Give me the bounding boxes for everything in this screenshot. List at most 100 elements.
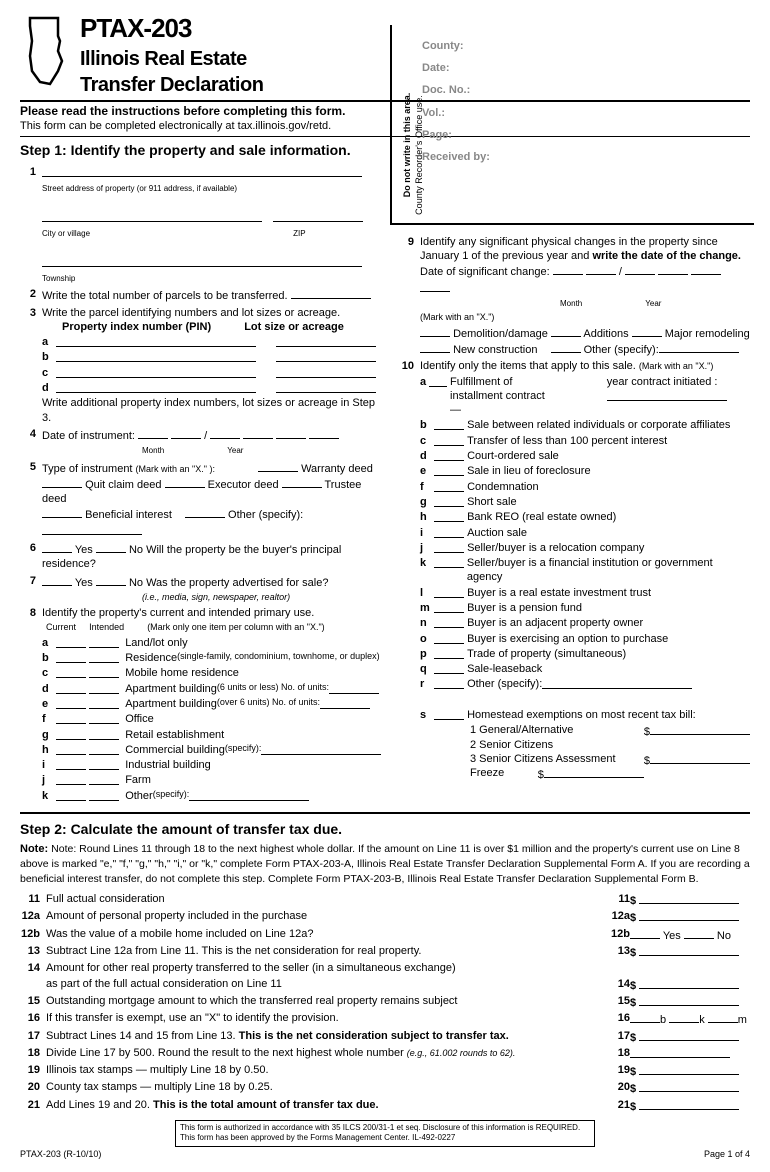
q10-f[interactable]	[434, 480, 464, 492]
q6-yes[interactable]	[42, 541, 72, 553]
q9-add[interactable]	[551, 325, 581, 337]
pin-b[interactable]	[56, 350, 256, 362]
date-y4[interactable]	[309, 427, 339, 439]
pin-d[interactable]	[56, 381, 256, 393]
q10-c[interactable]	[434, 434, 464, 446]
date-m1[interactable]	[138, 427, 168, 439]
q10-l[interactable]	[434, 586, 464, 598]
q8-d-cur[interactable]	[56, 682, 86, 694]
quitclaim-check[interactable]	[42, 476, 82, 488]
q8-b-cur[interactable]	[56, 651, 86, 663]
footer-auth-box: This form is authorized in accordance wi…	[175, 1120, 595, 1147]
q8-f-cur[interactable]	[56, 712, 86, 724]
other-inst-input[interactable]	[42, 523, 142, 535]
q10-h[interactable]	[434, 510, 464, 522]
zip-input[interactable]	[273, 210, 363, 222]
q8-g-int[interactable]	[89, 728, 119, 740]
q8-i-int[interactable]	[89, 758, 119, 770]
q9-newcon[interactable]	[420, 341, 450, 353]
q8-d-int[interactable]	[89, 682, 119, 694]
pin-a[interactable]	[56, 335, 256, 347]
q10-b[interactable]	[434, 418, 464, 430]
q8-e-cur[interactable]	[56, 697, 86, 709]
city-input[interactable]	[42, 210, 262, 222]
form-code: PTAX-203	[80, 12, 263, 46]
calc-15[interactable]	[639, 994, 739, 1006]
q8-j-cur[interactable]	[56, 773, 86, 785]
calc-13[interactable]	[639, 944, 739, 956]
pin-c[interactable]	[56, 366, 256, 378]
q7-yes[interactable]	[42, 574, 72, 586]
q8-a-int[interactable]	[89, 636, 119, 648]
calc-21[interactable]	[639, 1098, 739, 1110]
q8-a-cur[interactable]	[56, 636, 86, 648]
date-y1[interactable]	[210, 427, 240, 439]
q8-f-int[interactable]	[89, 712, 119, 724]
step2-header: Step 2: Calculate the amount of transfer…	[20, 820, 750, 838]
q10-e[interactable]	[434, 464, 464, 476]
q9-demo[interactable]	[420, 325, 450, 337]
calc-14[interactable]	[639, 977, 739, 989]
q10-k[interactable]	[434, 556, 464, 568]
q9-other[interactable]	[551, 341, 581, 353]
township-input[interactable]	[42, 255, 362, 267]
q10-n[interactable]	[434, 616, 464, 628]
illinois-state-icon	[20, 16, 70, 86]
q8-b-int[interactable]	[89, 651, 119, 663]
parcels-input[interactable]	[291, 287, 371, 299]
q8-i-cur[interactable]	[56, 758, 86, 770]
trustee-check[interactable]	[282, 476, 322, 488]
q10-i[interactable]	[434, 526, 464, 538]
recorder-box: Do not write in this area. County Record…	[390, 25, 754, 225]
q9-m[interactable]	[553, 263, 583, 275]
exempt-3[interactable]	[544, 766, 644, 778]
beneficial-check[interactable]	[42, 506, 82, 518]
street-input[interactable]	[42, 165, 362, 177]
calc-12a[interactable]	[639, 909, 739, 921]
calc-11[interactable]	[639, 892, 739, 904]
q9-remodel[interactable]	[632, 325, 662, 337]
q10-q[interactable]	[434, 662, 464, 674]
warranty-check[interactable]	[258, 460, 298, 472]
q7-no[interactable]	[96, 574, 126, 586]
q8-c-int[interactable]	[89, 666, 119, 678]
q10-a[interactable]	[429, 375, 447, 387]
date-y2[interactable]	[243, 427, 273, 439]
calc-18[interactable]	[630, 1046, 730, 1058]
form-title1: Illinois Real Estate	[80, 46, 263, 72]
q10-m[interactable]	[434, 601, 464, 613]
title-block: PTAX-203 Illinois Real Estate Transfer D…	[80, 12, 263, 98]
q10-g[interactable]	[434, 495, 464, 507]
calc-19[interactable]	[639, 1063, 739, 1075]
page-number: Page 1 of 4	[704, 1149, 750, 1161]
q10-s[interactable]	[434, 708, 464, 720]
lot-d[interactable]	[276, 381, 376, 393]
q8-h-cur[interactable]	[56, 743, 86, 755]
q10-d[interactable]	[434, 449, 464, 461]
form-title2: Transfer Declaration	[80, 72, 263, 98]
q10-o[interactable]	[434, 632, 464, 644]
q10-r[interactable]	[434, 677, 464, 689]
other-inst-check[interactable]	[185, 506, 225, 518]
date-y3[interactable]	[276, 427, 306, 439]
q8-g-cur[interactable]	[56, 728, 86, 740]
calc-17[interactable]	[639, 1029, 739, 1041]
lot-a[interactable]	[276, 335, 376, 347]
q8-j-int[interactable]	[89, 773, 119, 785]
q10-p[interactable]	[434, 647, 464, 659]
q8-k-cur[interactable]	[56, 789, 86, 801]
exempt-2[interactable]	[650, 752, 750, 764]
q6-no[interactable]	[96, 541, 126, 553]
q8-e-int[interactable]	[89, 697, 119, 709]
calc-20[interactable]	[639, 1080, 739, 1092]
lot-c[interactable]	[276, 366, 376, 378]
q10-j[interactable]	[434, 541, 464, 553]
q8-c-cur[interactable]	[56, 666, 86, 678]
lot-b[interactable]	[276, 350, 376, 362]
executor-check[interactable]	[165, 476, 205, 488]
q8-k-int[interactable]	[89, 789, 119, 801]
step2-note: Note: Note: Round Lines 11 through 18 to…	[20, 842, 750, 886]
exempt-1[interactable]	[650, 723, 750, 735]
q8-h-int[interactable]	[89, 743, 119, 755]
date-m2[interactable]	[171, 427, 201, 439]
